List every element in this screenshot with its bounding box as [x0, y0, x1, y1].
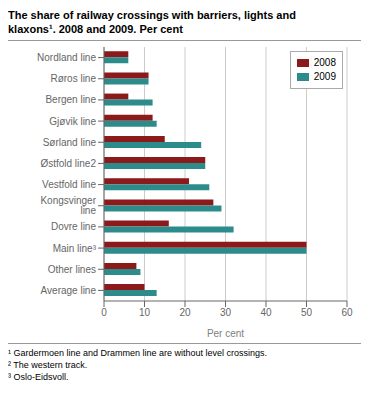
svg-text:Sørland line: Sørland line	[43, 137, 97, 148]
html-text:2008: 2008	[313, 57, 336, 68]
svg-text:40: 40	[260, 307, 272, 318]
svg-text:Østfold line2: Østfold line2	[40, 158, 96, 169]
svg-text:60: 60	[341, 307, 353, 318]
svg-text:20: 20	[179, 307, 191, 318]
svg-text:Dovre line: Dovre line	[51, 221, 96, 232]
html-text:The share of railway crossings: The share of railway crossings with barr…	[8, 9, 296, 21]
svg-text:Røros line: Røros line	[50, 73, 96, 84]
svg-text:0: 0	[101, 307, 107, 318]
svg-text:Gjøvik line: Gjøvik line	[49, 116, 96, 127]
html-text:³ Oslo-Eidsvoll.: ³ Oslo-Eidsvoll.	[8, 372, 69, 382]
svg-text:Vestfold line: Vestfold line	[42, 179, 96, 190]
svg-text:Per cent: Per cent	[207, 328, 244, 339]
svg-text:Main line³: Main line³	[53, 243, 97, 254]
html-text:² The western track.: ² The western track.	[8, 360, 88, 370]
svg-text:50: 50	[301, 307, 313, 318]
svg-text:Kongsvingerline: Kongsvingerline	[40, 195, 96, 216]
svg-text:30: 30	[220, 307, 232, 318]
svg-text:Other lines: Other lines	[48, 264, 96, 275]
svg-text:Average line: Average line	[41, 285, 97, 296]
svg-text:Bergen line: Bergen line	[45, 94, 96, 105]
html-text:klaxons¹. 2008 and 2009. Per c: klaxons¹. 2008 and 2009. Per cent	[8, 23, 183, 35]
html-text:2009: 2009	[313, 71, 336, 82]
svg-text:10: 10	[139, 307, 151, 318]
html-text:¹ Gardermoen line and Drammen: ¹ Gardermoen line and Drammen line are w…	[8, 348, 268, 358]
svg-text:Nordland line: Nordland line	[37, 52, 96, 63]
